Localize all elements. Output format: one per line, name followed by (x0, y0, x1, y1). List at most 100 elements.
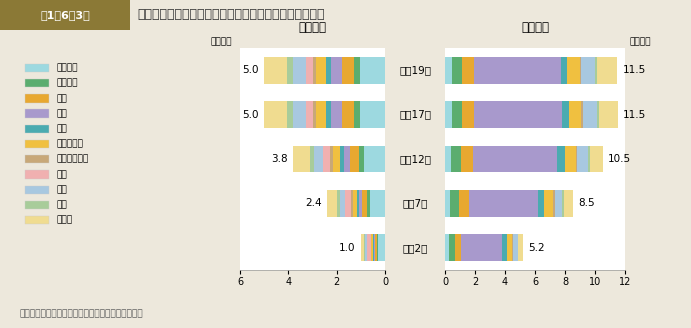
Bar (26, 201, 49, 209)
Text: （万人）: （万人） (630, 37, 652, 46)
Bar (343, 146, 350, 172)
Bar (567, 57, 580, 84)
Bar (595, 57, 597, 84)
Bar (372, 235, 373, 261)
Bar (359, 190, 362, 217)
Bar (325, 101, 330, 128)
Bar (264, 57, 287, 84)
Bar (332, 146, 340, 172)
Bar (461, 146, 473, 172)
Bar (581, 57, 595, 84)
Bar (0, 0, 130, 30)
Bar (577, 146, 588, 172)
Bar (507, 235, 512, 261)
Bar (341, 57, 354, 84)
Bar (359, 101, 385, 128)
Text: 1.0: 1.0 (339, 243, 355, 253)
Text: 3.8: 3.8 (271, 154, 287, 164)
Bar (474, 101, 562, 128)
Bar (287, 57, 293, 84)
Bar (562, 190, 564, 217)
Bar (337, 190, 340, 217)
Text: （備考）　文部科学者「学校基本調査」より作成。: （備考） 文部科学者「学校基本調査」より作成。 (20, 309, 144, 318)
Bar (377, 235, 378, 261)
Bar (325, 57, 330, 84)
Bar (445, 101, 452, 128)
Text: 2.4: 2.4 (305, 198, 321, 208)
Bar (26, 110, 49, 118)
Bar (445, 235, 449, 261)
Bar (350, 146, 359, 172)
Bar (598, 101, 618, 128)
Text: 芸術: 芸術 (57, 200, 67, 209)
Text: 理学: 理学 (57, 94, 67, 103)
Bar (330, 101, 341, 128)
Bar (451, 146, 461, 172)
Bar (345, 190, 351, 217)
Bar (293, 57, 306, 84)
Bar (473, 146, 557, 172)
Text: 平成7年: 平成7年 (402, 198, 428, 208)
Bar (580, 57, 581, 84)
Text: 第1－6－3図: 第1－6－3図 (40, 10, 90, 20)
Text: 医学・歯学: 医学・歯学 (57, 139, 84, 149)
Text: 〈男性〉: 〈男性〉 (521, 21, 549, 34)
Text: 11.5: 11.5 (623, 110, 646, 120)
Bar (312, 57, 316, 84)
Bar (462, 101, 474, 128)
Bar (445, 190, 450, 217)
Bar (445, 57, 452, 84)
Text: 平成12年: 平成12年 (399, 154, 431, 164)
Bar (316, 101, 325, 128)
Bar (359, 57, 385, 84)
Bar (264, 101, 287, 128)
Bar (310, 146, 314, 172)
Text: 農学: 農学 (57, 124, 67, 133)
Bar (564, 190, 573, 217)
Text: 〈女性〉: 〈女性〉 (299, 21, 327, 34)
Bar (597, 57, 618, 84)
Text: その他: その他 (57, 215, 73, 225)
Text: 5.2: 5.2 (529, 243, 545, 253)
Text: 5.0: 5.0 (242, 110, 258, 120)
Bar (330, 57, 341, 84)
Text: 5.0: 5.0 (242, 65, 258, 75)
Bar (26, 140, 49, 148)
Bar (450, 190, 459, 217)
Bar (363, 235, 365, 261)
Bar (462, 235, 502, 261)
Text: 工学: 工学 (57, 109, 67, 118)
Bar (306, 101, 312, 128)
Bar (374, 235, 375, 261)
Bar (26, 125, 49, 133)
Bar (314, 146, 323, 172)
Bar (26, 186, 49, 194)
Bar (562, 101, 569, 128)
Bar (354, 57, 359, 84)
Bar (560, 57, 567, 84)
Text: 人文科学: 人文科学 (57, 63, 78, 72)
Bar (597, 101, 598, 128)
Bar (364, 146, 385, 172)
Text: 平成2年: 平成2年 (402, 243, 428, 253)
Bar (26, 64, 49, 72)
Bar (474, 57, 560, 84)
Bar (341, 101, 354, 128)
Bar (293, 101, 306, 128)
Text: 11.5: 11.5 (623, 65, 646, 75)
Bar (361, 235, 363, 261)
Bar (354, 101, 359, 128)
Bar (462, 57, 474, 84)
Bar (323, 146, 330, 172)
Bar (518, 235, 523, 261)
Text: 専攻分野別にみた学生数（大学院（修士課程））の推移: 専攻分野別にみた学生数（大学院（修士課程））の推移 (137, 9, 324, 22)
Bar (452, 57, 462, 84)
Text: その他の保健: その他の保健 (57, 155, 89, 164)
Bar (26, 94, 49, 103)
Bar (565, 146, 576, 172)
Bar (312, 101, 316, 128)
Bar (512, 235, 513, 261)
Bar (26, 216, 49, 224)
Bar (555, 190, 562, 217)
Text: 10.5: 10.5 (608, 154, 631, 164)
